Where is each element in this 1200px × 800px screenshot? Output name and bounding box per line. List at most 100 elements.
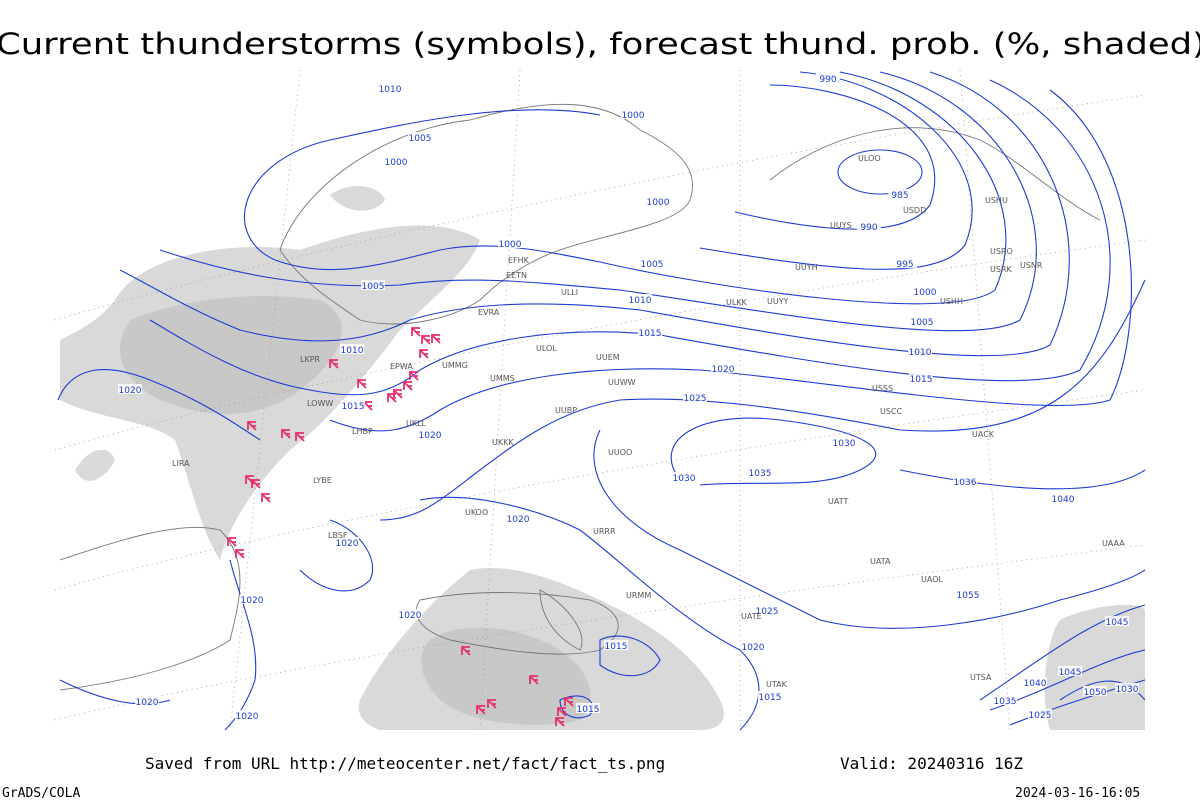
source-url: Saved from URL http://meteocenter.net/fa… — [145, 754, 665, 773]
isobar-label-bg — [341, 400, 365, 410]
station-label: USDD — [903, 206, 926, 215]
graticule — [54, 544, 1146, 721]
isobar — [57, 369, 261, 441]
station-label: UATE — [741, 612, 762, 621]
thunderstorm-symbol — [421, 335, 431, 345]
station-label: LKPR — [300, 355, 321, 364]
timestamp: 2024-03-16-16:05 — [1015, 786, 1140, 800]
station-label: UUEM — [596, 353, 620, 362]
station-label: UKLL — [406, 419, 427, 428]
isobar-label: 1005 — [911, 318, 934, 328]
station-label: LOWW — [307, 399, 333, 408]
station-label: USHH — [940, 297, 963, 306]
isobar — [699, 71, 973, 270]
station-label: UATA — [870, 557, 891, 566]
thunderstorm-symbol — [476, 705, 486, 715]
isobar-label-bg — [913, 286, 937, 296]
isobar-label-bg — [498, 238, 522, 248]
graticule — [479, 69, 521, 731]
thunderstorm-symbol — [555, 717, 565, 727]
isobar-label: 1010 — [341, 346, 364, 356]
coastline — [539, 589, 583, 651]
isobar-label: 1005 — [409, 134, 432, 144]
isobar-label-bg — [758, 691, 782, 701]
thunderstorm-symbol — [419, 349, 429, 359]
isobar-label: 990 — [860, 223, 877, 233]
isobar-label: 1040 — [1024, 679, 1047, 689]
isobar-label: 1020 — [712, 365, 735, 375]
isobar-label-bg — [576, 703, 600, 713]
isobar-label-bg — [832, 437, 856, 447]
station-label: UUYY — [767, 297, 789, 306]
isobar-label: 1020 — [241, 596, 264, 606]
thunderstorm-symbol — [557, 707, 567, 717]
isobar-label-bg — [1115, 683, 1139, 693]
isobar — [979, 604, 1146, 726]
isobar — [299, 519, 374, 592]
thunderstorm-symbol — [529, 675, 539, 685]
station-label: LHBP — [352, 427, 373, 436]
isobar-label-bg — [628, 294, 652, 304]
isobar-label-bg — [621, 109, 645, 119]
thunderstorm-symbol — [329, 359, 339, 369]
thunderstorm-symbol — [281, 429, 291, 439]
isobar-label-bg — [398, 609, 422, 619]
isobar-label: 990 — [819, 75, 836, 85]
station-label: ULKK — [726, 298, 748, 307]
thunderstorm-symbol — [564, 697, 574, 707]
isobar-label: 1015 — [639, 329, 662, 339]
isobar — [593, 429, 1146, 629]
isobar-label: 985 — [891, 191, 908, 201]
thunderstorm-symbol — [235, 549, 245, 559]
isobar-label-bg — [361, 280, 385, 290]
isobar-label: 1010 — [629, 296, 652, 306]
isobar-label: 1015 — [342, 402, 365, 412]
isobar-label: 1030 — [673, 474, 696, 484]
map-area — [54, 69, 1146, 731]
station-label: UUWW — [608, 378, 636, 387]
station-label: UKKK — [492, 438, 514, 447]
isobar-label-bg — [956, 589, 980, 599]
isobar-label-bg — [1083, 686, 1107, 696]
graticule — [959, 69, 1011, 731]
station-label: USHU — [985, 196, 1008, 205]
isobar — [159, 71, 1037, 332]
isobar-label-bg — [408, 132, 432, 142]
station-label: ULOL — [536, 344, 557, 353]
isobar-label-bg — [857, 221, 881, 231]
station-label: UMMS — [490, 374, 515, 383]
isobar-label: 1055 — [957, 591, 980, 601]
shaded-area — [421, 627, 591, 725]
station-label: UUYH — [795, 263, 818, 272]
isobar — [837, 149, 923, 195]
isobar-label: 1040 — [1052, 495, 1075, 505]
graticule — [229, 69, 301, 731]
isobar-label: 1020 — [742, 643, 765, 653]
isobar-label: 1045 — [1059, 668, 1082, 678]
isobar — [224, 559, 257, 731]
station-label: UUOO — [608, 448, 632, 457]
isobar-label: 1020 — [419, 431, 442, 441]
station-label: USRK — [990, 265, 1012, 274]
isobar-label-bg — [672, 472, 696, 482]
station-label: USCC — [880, 407, 903, 416]
station-label: URRR — [593, 527, 616, 536]
isobar-label: 1000 — [914, 288, 937, 298]
isobar-label: 1015 — [759, 693, 782, 703]
isobar-label-bg — [748, 467, 772, 477]
thunderstorm-symbol — [403, 381, 413, 391]
isobar-label-bg — [135, 696, 159, 706]
station-label: LIRA — [172, 459, 190, 468]
isobar-label-bg — [1023, 677, 1047, 687]
isobar-label: 1000 — [622, 111, 645, 121]
thunderstorm-symbol — [247, 421, 257, 431]
isobar-label-bg — [683, 392, 707, 402]
thunderstorm-symbol — [431, 334, 441, 344]
isobar — [419, 496, 760, 731]
isobar — [599, 635, 661, 677]
isobar-label: 1025 — [684, 394, 707, 404]
isobar-label-bg — [604, 640, 628, 650]
isobar-label: 1020 — [236, 712, 259, 722]
thunderstorm-symbol — [487, 699, 497, 709]
